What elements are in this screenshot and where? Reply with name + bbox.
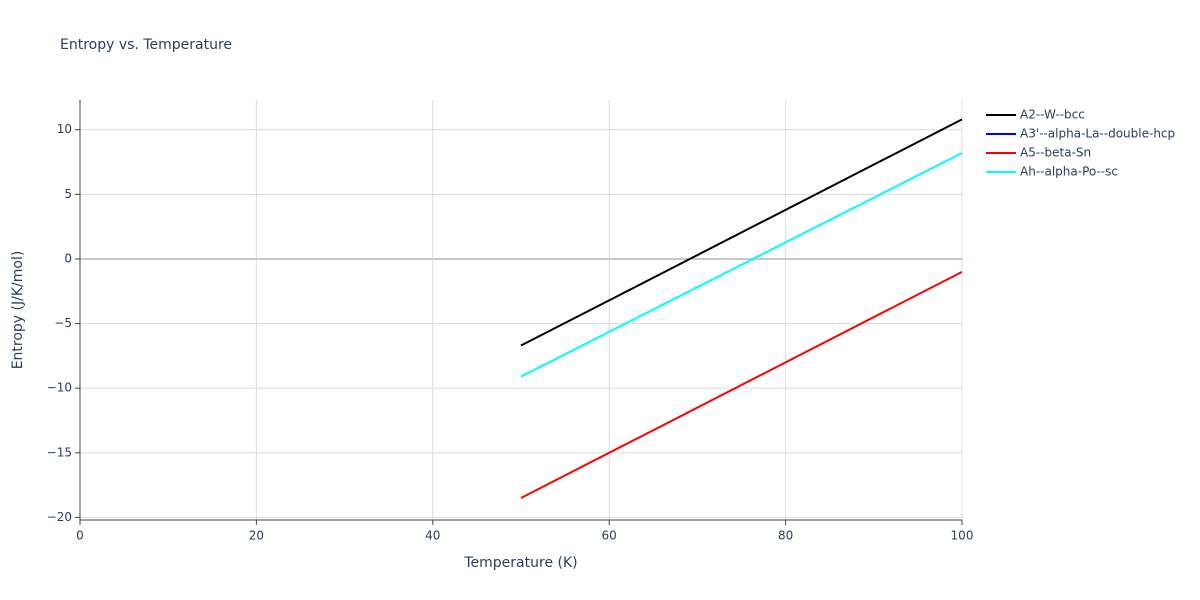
y-tick-label: −15	[47, 445, 72, 459]
series-line	[520, 270, 963, 499]
y-axis-title: Entropy (J/K/mol)	[10, 251, 26, 370]
x-tick-label: 100	[951, 529, 974, 543]
legend-label: Ah--alpha-Po--sc	[1020, 165, 1118, 179]
y-tick-label: 5	[64, 187, 72, 201]
legend-label: A2--W--bcc	[1020, 108, 1085, 122]
y-tick-label: 0	[64, 251, 72, 265]
y-tick-label: −5	[54, 316, 72, 330]
x-axis-title: Temperature (K)	[463, 555, 577, 571]
x-tick-label: 80	[778, 529, 793, 543]
x-tick-label: 20	[249, 529, 264, 543]
chart-title: Entropy vs. Temperature	[60, 37, 232, 53]
y-tick-label: 10	[57, 122, 72, 136]
series-line	[520, 152, 963, 378]
legend-label: A3'--alpha-La--double-hcp	[1020, 127, 1175, 141]
x-tick-label: 60	[602, 529, 617, 543]
series-line	[520, 118, 963, 347]
y-tick-label: −10	[47, 381, 72, 395]
x-tick-label: 0	[76, 529, 84, 543]
legend-label: A5--beta-Sn	[1020, 146, 1091, 160]
y-tick-label: −20	[47, 510, 72, 524]
x-tick-label: 40	[425, 529, 440, 543]
